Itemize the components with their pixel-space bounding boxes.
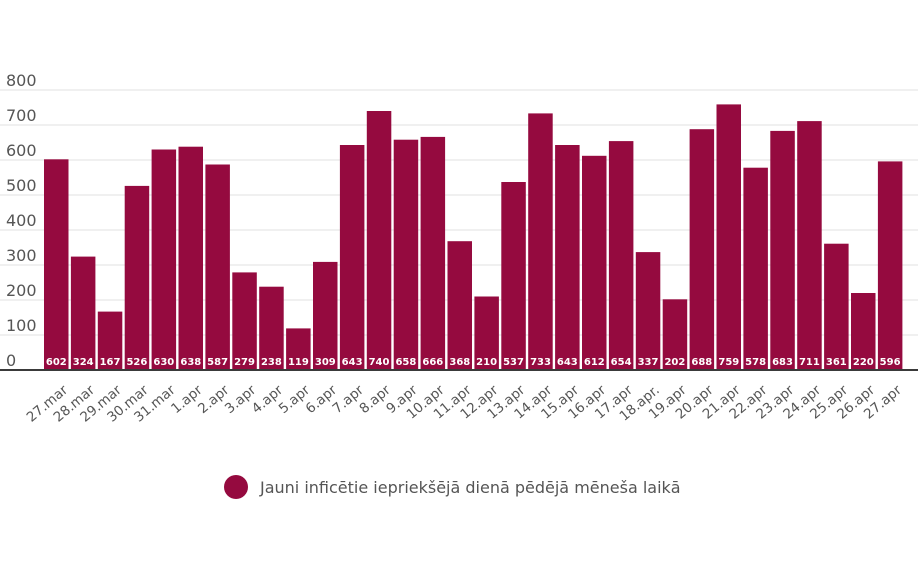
bar-value-label: 638 (180, 357, 201, 368)
bar (44, 159, 69, 370)
bar (286, 328, 311, 370)
bar-value-label: 361 (826, 357, 847, 368)
bar-value-label: 688 (691, 357, 712, 368)
x-axis-ticks: 27.mar28.mar29.mar30.mar31.mar1.apr2.apr… (24, 382, 906, 426)
y-tick-label: 600 (6, 141, 37, 160)
y-tick-label: 200 (6, 281, 37, 300)
bar-value-label: 324 (73, 357, 94, 368)
bar-value-label: 220 (853, 357, 874, 368)
bar-value-label: 643 (557, 357, 578, 368)
y-tick-label: 800 (6, 71, 37, 90)
bar-value-label: 658 (395, 357, 416, 368)
bar-value-label: 683 (772, 357, 793, 368)
bar-value-label: 537 (503, 357, 524, 368)
bar (635, 252, 661, 370)
bar (555, 145, 580, 370)
bar (366, 111, 392, 370)
bar-value-label: 368 (449, 357, 470, 368)
bar (447, 241, 472, 370)
bar-value-labels: 602 324 167 526 630 638 587 279 238 119 309 643 740 6… (46, 357, 901, 368)
bar (232, 272, 257, 370)
bar (339, 145, 365, 370)
bar (824, 243, 849, 370)
bar-value-label: 740 (369, 357, 390, 368)
bar-value-label: 210 (476, 357, 497, 368)
bar (178, 146, 203, 370)
legend-label: Jauni inficētie iepriekšējā dienā pēdējā… (260, 477, 681, 497)
bar-value-label: 238 (261, 357, 282, 368)
bar (420, 136, 446, 370)
bar-value-label: 643 (342, 357, 363, 368)
bar-value-label: 119 (288, 357, 309, 368)
bar (70, 256, 96, 370)
bar (259, 286, 284, 370)
bar-value-label: 596 (880, 357, 901, 368)
bar (124, 185, 150, 370)
bar (205, 164, 230, 370)
bar-value-label: 654 (611, 357, 632, 368)
bar (97, 311, 123, 370)
bar (851, 293, 876, 370)
bar (474, 296, 499, 370)
bar-value-label: 202 (664, 357, 685, 368)
bar-value-label: 526 (126, 357, 147, 368)
bar-value-label: 733 (530, 357, 551, 368)
bar-value-label: 630 (153, 357, 174, 368)
y-tick-label: 0 (6, 351, 16, 370)
bar (877, 161, 903, 370)
y-tick-label: 500 (6, 176, 37, 195)
y-tick-label: 300 (6, 246, 37, 265)
y-tick-label: 400 (6, 211, 37, 230)
bar-chart: 0 100 200 300 400 500 600 700 800 602 324 167 526 63… (0, 71, 918, 426)
bars (44, 104, 903, 371)
y-axis-ticks: 0 100 200 300 400 500 600 700 800 (6, 71, 37, 370)
bar (608, 141, 634, 370)
bar-value-label: 612 (584, 357, 605, 368)
bar (689, 129, 715, 370)
bar-value-label: 309 (315, 357, 336, 368)
y-tick-label: 700 (6, 106, 37, 125)
bar (528, 113, 553, 371)
legend-swatch-icon (224, 475, 248, 499)
bar-value-label: 337 (638, 357, 659, 368)
bar-value-label: 666 (422, 357, 443, 368)
bar (151, 149, 177, 370)
bar (770, 130, 795, 370)
bar-value-label: 587 (207, 357, 228, 368)
bar (743, 167, 768, 370)
bar-value-label: 578 (745, 357, 766, 368)
bar (313, 261, 338, 370)
bar (393, 139, 419, 370)
bar-value-label: 602 (46, 357, 67, 368)
y-tick-label: 100 (6, 316, 37, 335)
bar (662, 299, 688, 370)
bar (797, 121, 822, 370)
bar (582, 155, 607, 370)
bar-value-label: 759 (718, 357, 739, 368)
bar-value-label: 711 (799, 357, 820, 368)
bar-value-label: 167 (100, 357, 121, 368)
bar (716, 104, 741, 371)
legend: Jauni inficētie iepriekšējā dienā pēdējā… (224, 474, 681, 500)
bar (501, 182, 526, 370)
bar-value-label: 279 (234, 357, 255, 368)
